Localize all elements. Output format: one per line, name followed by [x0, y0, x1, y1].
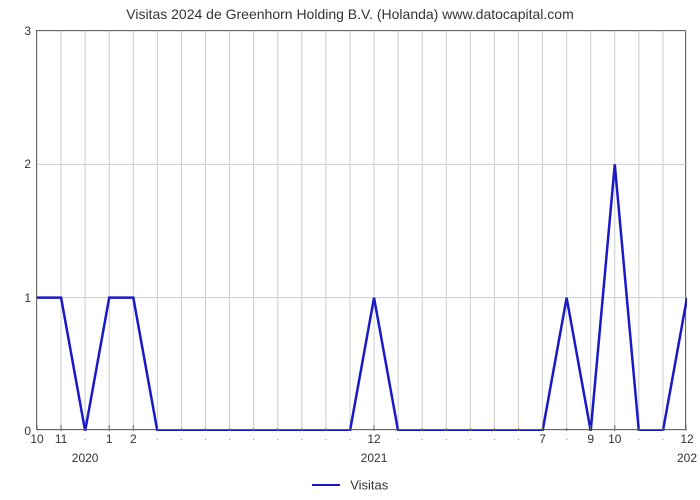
- x-minor-tick: .: [637, 433, 640, 443]
- y-tick-label: 3: [24, 25, 37, 37]
- x-minor-tick: .: [469, 433, 472, 443]
- chart-container: { "chart": { "type": "line", "title": "V…: [0, 0, 700, 500]
- x-minor-tick: .: [156, 433, 159, 443]
- x-minor-tick: .: [517, 433, 520, 443]
- legend: Visitas: [0, 476, 700, 494]
- x-tick-label: 9: [587, 433, 594, 445]
- x-secondary-label: 2021: [361, 451, 388, 465]
- x-secondary-label: 2020: [72, 451, 99, 465]
- x-minor-tick: .: [228, 433, 231, 443]
- x-tick-label: 10: [30, 433, 43, 445]
- x-minor-tick: .: [276, 433, 279, 443]
- x-minor-tick: .: [180, 433, 183, 443]
- x-tick-label: 1: [106, 433, 113, 445]
- x-minor-tick: .: [397, 433, 400, 443]
- x-tick-label: 12: [680, 433, 693, 445]
- chart-svg: [37, 31, 687, 431]
- x-minor-tick: .: [565, 433, 568, 443]
- x-minor-tick: .: [324, 433, 327, 443]
- x-minor-tick: .: [421, 433, 424, 443]
- x-minor-tick: .: [493, 433, 496, 443]
- y-tick-label: 2: [24, 158, 37, 170]
- x-minor-tick: .: [445, 433, 448, 443]
- x-tick-label: 12: [367, 433, 380, 445]
- legend-label: Visitas: [350, 477, 388, 492]
- x-tick-label: 2: [130, 433, 137, 445]
- x-tick-label: 11: [55, 433, 67, 445]
- legend-swatch: [312, 484, 340, 486]
- plot-area: 0123 10111212791012...................20…: [36, 30, 686, 430]
- x-tick-label: 10: [608, 433, 621, 445]
- chart-title: Visitas 2024 de Greenhorn Holding B.V. (…: [0, 6, 700, 22]
- y-tick-label: 1: [24, 292, 37, 304]
- x-minor-tick: .: [204, 433, 207, 443]
- x-minor-tick: .: [252, 433, 255, 443]
- x-tick-label: 7: [539, 433, 546, 445]
- x-minor-tick: .: [84, 433, 87, 443]
- x-minor-tick: .: [662, 433, 665, 443]
- x-minor-tick: .: [349, 433, 352, 443]
- x-minor-tick: .: [300, 433, 303, 443]
- x-secondary-label: 202: [677, 451, 697, 465]
